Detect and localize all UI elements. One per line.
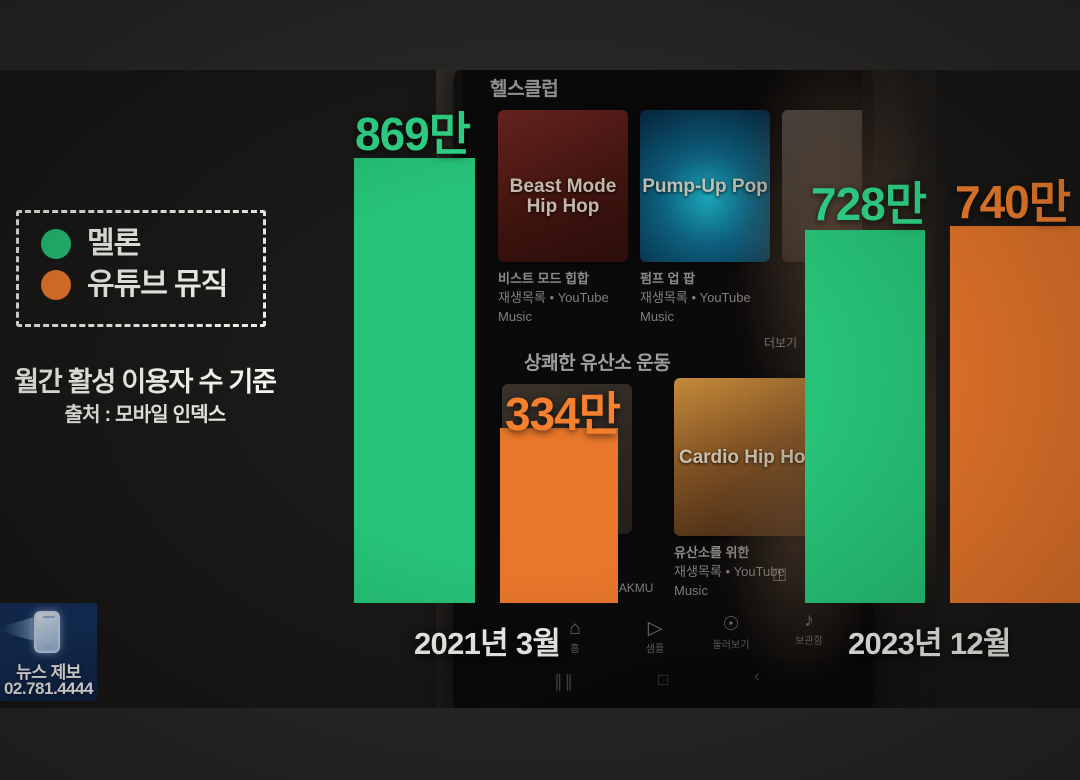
cast-icon[interactable]: ◫ [772, 566, 788, 583]
home-icon: ⌂ [569, 618, 581, 639]
playlist-card-1-art-title: Beast Mode Hip Hop [509, 175, 617, 217]
nav-item-home-label: 홈 [570, 644, 580, 655]
library-icon: ♪ [804, 610, 814, 631]
app-section-title-2: 상쾌한 유산소 운동 [524, 353, 671, 374]
caption-main: 월간 활성 이용자 수 기준 [14, 367, 277, 397]
orange-dot-icon [41, 270, 71, 300]
playlist-card-4: Cardio Hip Hop [674, 378, 822, 536]
bar-value-ytmusic-2023: 740만 [955, 176, 1071, 228]
bar-value-melon-2023: 728만 [811, 178, 927, 230]
playlist-card-1: Beast Mode Hip Hop [498, 110, 628, 262]
playlist-card-2: Pump-Up Pop [640, 110, 770, 262]
playlist-card-4-title: 유산소를 위한 [674, 545, 750, 560]
playlist-card-2-title: 펌프 업 팝 [640, 271, 696, 286]
bar-value-melon-2021: 869만 [355, 108, 471, 160]
bar-melon-2021 [354, 158, 475, 603]
green-dot-icon [41, 229, 71, 259]
phone-icon [34, 611, 60, 653]
legend: 멜론 유튜브 뮤직 [16, 210, 266, 327]
playlist-card-1-subtitle: 재생목록 • YouTube Music [498, 289, 609, 324]
nav-item-samples[interactable]: ▷ 샘플 [620, 618, 690, 655]
legend-label-ytmusic: 유튜브 뮤직 [87, 268, 228, 301]
letterbox-bottom [0, 708, 1080, 780]
more-link[interactable]: 더보기 [764, 336, 798, 350]
news-tip-box[interactable]: 뉴스 제보 02.781.4444 [0, 603, 97, 701]
recents-icon[interactable]: ∥∥ [554, 672, 575, 691]
home-square-icon[interactable]: □ [658, 670, 669, 689]
nav-item-home[interactable]: ⌂ 홈 [540, 618, 610, 655]
nav-item-library-label: 보관함 [795, 636, 823, 647]
bar-ytmusic-2021 [500, 428, 618, 603]
compass-icon: ☉ [722, 614, 740, 635]
axis-label-2021: 2021년 3월 [414, 626, 561, 661]
playlist-card-1-title: 비스트 모드 힙합 [498, 271, 589, 286]
news-tip-label: 뉴스 제보 [16, 663, 81, 682]
playlist-card-2-subtitle: 재생목록 • YouTube Music [640, 289, 751, 324]
playlist-card-4-art-title: Cardio Hip Hop [678, 446, 818, 468]
caption-source: 출처 : 모바일 인덱스 [64, 404, 227, 426]
bar-value-ytmusic-2021: 334만 [505, 388, 621, 440]
letterbox-top [0, 0, 1080, 70]
legend-label-melon: 멜론 [87, 227, 141, 260]
playlist-card-2-meta: 펌프 업 팝 재생목록 • YouTube Music [640, 270, 760, 327]
back-chevron-icon[interactable]: ‹ [754, 666, 760, 685]
play-triangle-icon: ▷ [647, 618, 663, 639]
nav-item-explore-label: 둘러보기 [712, 640, 750, 651]
app-section-title-1: 헬스클럽 [490, 79, 559, 100]
system-nav-bar: ∥∥ □ ‹ [462, 666, 862, 704]
nav-item-samples-label: 샘플 [645, 644, 665, 655]
axis-label-2023: 2023년 12월 [848, 626, 1012, 661]
playlist-card-2-art-title: Pump-Up Pop [642, 175, 768, 197]
bar-melon-2023 [805, 230, 925, 603]
legend-item-ytmusic: 유튜브 뮤직 [41, 270, 263, 300]
news-tip-phone-number: 02.781.4444 [3, 679, 94, 698]
nav-item-explore[interactable]: ☉ 둘러보기 [696, 614, 766, 651]
signal-beam-icon [2, 617, 34, 641]
playlist-card-1-meta: 비스트 모드 힙합 재생목록 • YouTube Music [498, 270, 618, 327]
nav-item-library[interactable]: ♪ 보관함 [774, 610, 844, 647]
bar-ytmusic-2023 [950, 226, 1080, 603]
legend-item-melon: 멜론 [41, 229, 263, 259]
